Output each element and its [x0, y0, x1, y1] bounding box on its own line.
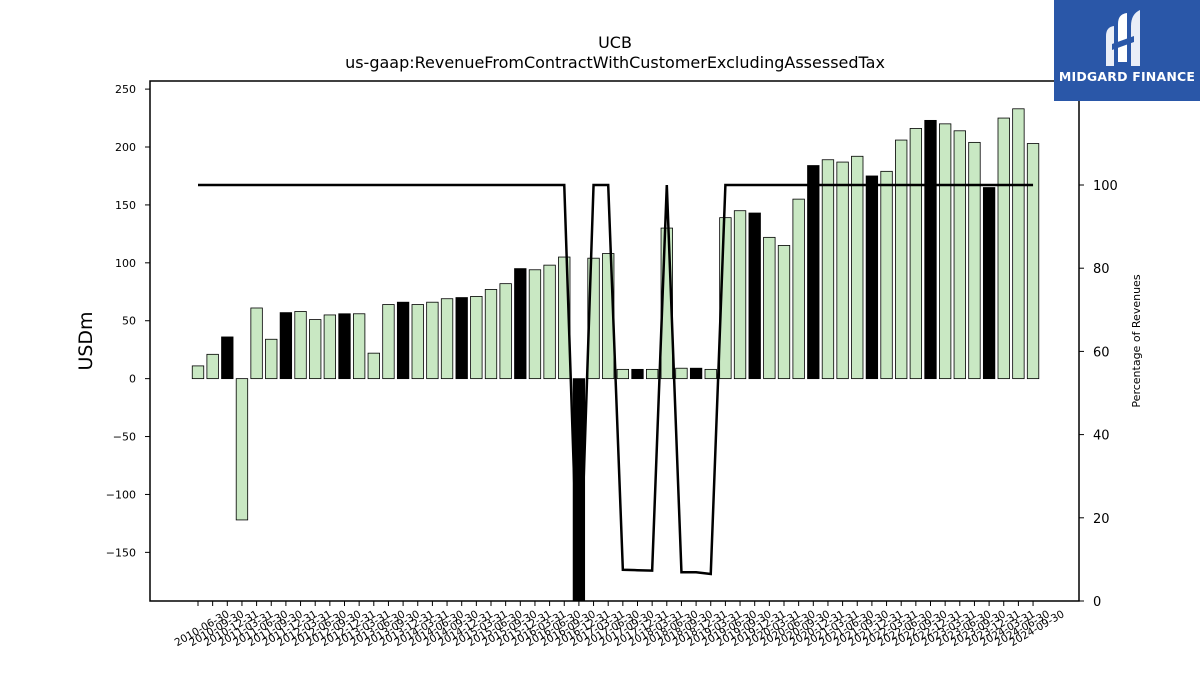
- bar: [1012, 108, 1025, 380]
- bar: [865, 175, 879, 380]
- y-tick-label: 200: [115, 141, 136, 154]
- y-axis-label: USDm: [75, 311, 97, 370]
- bar: [499, 283, 512, 380]
- bar: [484, 289, 498, 380]
- y2-axis-label: Percentage of Revenues: [1130, 274, 1143, 407]
- y-tick-label: 100: [115, 257, 136, 270]
- bar: [733, 210, 747, 380]
- y-axis-right: 0 20 40 60 80 100: [1079, 179, 1118, 610]
- bar: [543, 264, 556, 380]
- y-axis-left: −150 −100 −50 0 50 100 150 200 250: [106, 83, 150, 559]
- bar: [895, 139, 908, 380]
- bar: [704, 368, 717, 380]
- bar: [558, 256, 571, 380]
- bar: [851, 155, 864, 380]
- bar: [1026, 143, 1040, 380]
- bar: [821, 159, 835, 380]
- x-axis: 2010-06-302010-09-302010-12-312011-03-31…: [173, 601, 1067, 649]
- y-tick-label: 150: [115, 199, 136, 212]
- bar: [294, 311, 307, 380]
- bar: [953, 130, 966, 380]
- bar: [909, 128, 922, 380]
- bar: [748, 212, 761, 380]
- bar: [587, 257, 600, 380]
- bar: [997, 117, 1010, 380]
- bar: [191, 365, 205, 380]
- bar: [250, 307, 263, 380]
- y-tick-label: 50: [122, 315, 136, 328]
- bar: [528, 269, 542, 380]
- y2-tick-label: 20: [1093, 512, 1110, 527]
- bar-series: [191, 108, 1040, 602]
- bar: [675, 367, 688, 380]
- bar: [689, 367, 703, 380]
- bar: [807, 165, 820, 380]
- bar: [221, 336, 234, 380]
- y2-tick-label: 0: [1093, 595, 1101, 610]
- y-tick-label: −100: [106, 488, 136, 501]
- bar: [836, 161, 849, 380]
- bar: [338, 313, 351, 380]
- bar: [763, 236, 776, 380]
- y-tick-label: 0: [129, 373, 136, 386]
- bar: [660, 227, 673, 380]
- bar: [323, 314, 337, 380]
- bar: [396, 301, 410, 380]
- chart-subtitle: us-gaap:RevenueFromContractWithCustomerE…: [345, 53, 885, 72]
- bar: [939, 123, 952, 380]
- bar: [367, 352, 380, 380]
- bar: [631, 368, 644, 380]
- bar: [382, 304, 395, 380]
- percentage-line-series: [198, 183, 1034, 601]
- bar: [880, 170, 893, 380]
- midgard-finance-logo: MIDGARD FINANCE: [1054, 0, 1200, 101]
- y2-tick-label: 80: [1093, 262, 1110, 277]
- bar: [455, 297, 468, 380]
- midgard-logo-icon: [1106, 10, 1140, 66]
- bar: [968, 141, 981, 380]
- bar: [352, 313, 366, 380]
- bar: [777, 245, 791, 380]
- bar: [470, 296, 483, 380]
- y-tick-label: −150: [106, 546, 136, 559]
- bar: [426, 301, 439, 380]
- plot-frame: [149, 80, 1080, 602]
- bar: [616, 368, 629, 380]
- bar: [265, 338, 278, 380]
- y2-tick-label: 100: [1093, 179, 1118, 194]
- bar: [514, 268, 527, 380]
- y-tick-label: −50: [113, 431, 136, 444]
- bar: [924, 119, 937, 380]
- y-tick-label: 250: [115, 83, 136, 96]
- bar: [982, 187, 996, 380]
- y2-tick-label: 40: [1093, 429, 1110, 444]
- bar: [646, 368, 659, 380]
- bar: [206, 353, 219, 380]
- bar: [279, 312, 293, 380]
- bar: [235, 378, 249, 521]
- bar: [411, 304, 424, 380]
- percentage-line: [198, 183, 1034, 601]
- y2-tick-label: 60: [1093, 345, 1110, 360]
- bar: [440, 298, 454, 380]
- bar: [792, 198, 805, 380]
- chart-title: UCB: [598, 33, 632, 52]
- logo-text: MIDGARD FINANCE: [1058, 69, 1196, 84]
- bar: [309, 319, 322, 380]
